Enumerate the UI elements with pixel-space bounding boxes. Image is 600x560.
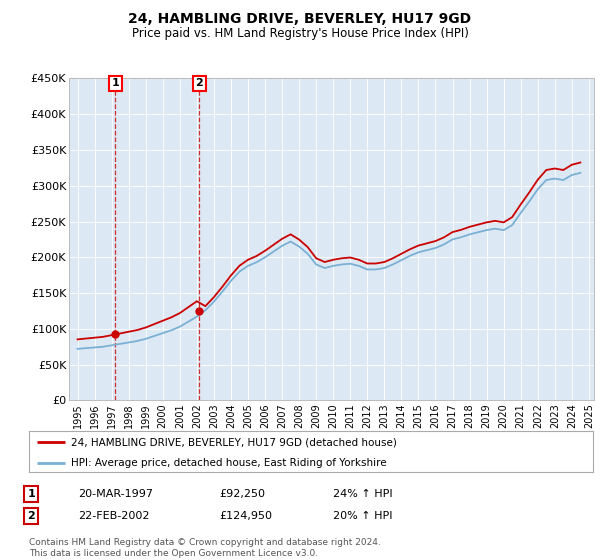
Text: 24, HAMBLING DRIVE, BEVERLEY, HU17 9GD (detached house): 24, HAMBLING DRIVE, BEVERLEY, HU17 9GD (… — [71, 437, 397, 447]
Text: £92,250: £92,250 — [219, 489, 265, 499]
Text: 1: 1 — [112, 78, 119, 88]
Text: 22-FEB-2002: 22-FEB-2002 — [78, 511, 149, 521]
Text: 2: 2 — [196, 78, 203, 88]
Text: Contains HM Land Registry data © Crown copyright and database right 2024.
This d: Contains HM Land Registry data © Crown c… — [29, 538, 380, 558]
Text: 24, HAMBLING DRIVE, BEVERLEY, HU17 9GD: 24, HAMBLING DRIVE, BEVERLEY, HU17 9GD — [128, 12, 472, 26]
Text: 20% ↑ HPI: 20% ↑ HPI — [333, 511, 392, 521]
Text: 2: 2 — [28, 511, 35, 521]
Text: 20-MAR-1997: 20-MAR-1997 — [78, 489, 153, 499]
Text: £124,950: £124,950 — [219, 511, 272, 521]
Text: 24% ↑ HPI: 24% ↑ HPI — [333, 489, 392, 499]
Text: HPI: Average price, detached house, East Riding of Yorkshire: HPI: Average price, detached house, East… — [71, 458, 387, 468]
Text: Price paid vs. HM Land Registry's House Price Index (HPI): Price paid vs. HM Land Registry's House … — [131, 27, 469, 40]
Text: 1: 1 — [28, 489, 35, 499]
